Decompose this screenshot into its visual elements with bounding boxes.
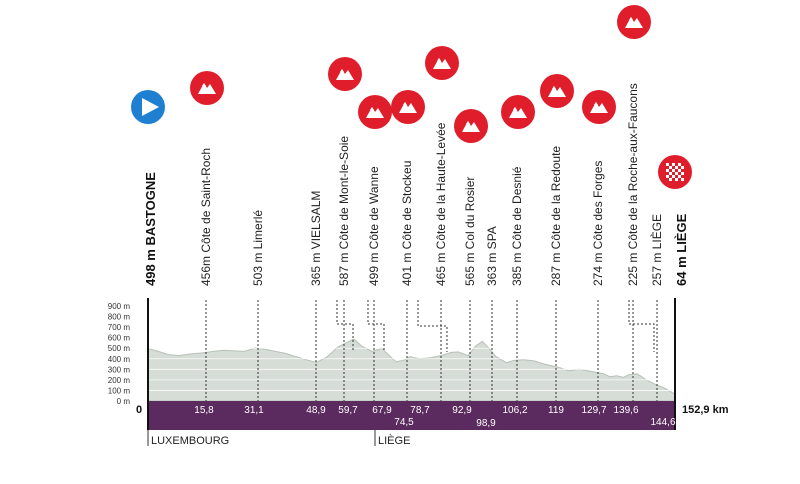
route-point-name: Côte de Stockeu (400, 161, 414, 250)
route-point-label: 587 m Côte de Mont-le-Soie (337, 136, 351, 286)
start-km-label: 0 (136, 404, 142, 416)
y-tick-label: 200 m (108, 376, 131, 385)
km-marker-label: 119 (548, 405, 564, 416)
climb-bracket (417, 300, 448, 352)
route-markers: 498 m BASTOGNE 456m Côte de Saint-Roch 15,… (131, 5, 692, 429)
km-marker-label: 74,5 (394, 417, 414, 428)
route-point-label: 456m Côte de Saint-Roch (199, 148, 213, 286)
climb-mountain-icon (540, 74, 574, 108)
route-point-name: Côte de Wanne (367, 166, 381, 249)
start-play-icon (131, 90, 165, 124)
route-point-elevation: 401 m (400, 249, 414, 286)
route-point-label: 225 m Côte de la Roche-aux-Faucons (626, 83, 640, 286)
climb-mountain-icon (358, 95, 392, 129)
km-marker-label: 67,9 (372, 405, 392, 416)
km-marker-label: 139,6 (613, 405, 638, 416)
climb-mountain-icon (425, 46, 459, 80)
distance-band (148, 401, 675, 430)
route-point-label: 465 m Côte de la Haute-Levée (434, 122, 448, 286)
route-point-name: Côte de Saint-Roch (199, 148, 213, 253)
route-point-elevation: 565 m (463, 249, 477, 286)
route-point-label: 363 m SPA (485, 226, 499, 286)
route-point-label: 365 m VIELSALM (309, 191, 323, 286)
km-marker-label: 31,1 (244, 405, 264, 416)
route-point-label: 401 m Côte de Stockeu (400, 161, 414, 286)
route-point-label: 64 m LIÈGE (674, 213, 689, 286)
route-point-label: 287 m Côte de la Redoute (549, 146, 563, 286)
route-point-elevation: 287 m (549, 249, 563, 286)
route-point-name: Côte de la Redoute (549, 146, 563, 250)
climb-mountain-icon (454, 109, 488, 143)
y-tick-label: 300 m (108, 365, 131, 374)
route-point-name: Limerlé (251, 210, 265, 250)
route-point-name: Côte de la Roche-aux-Faucons (626, 83, 640, 249)
route-point-elevation: 274 m (591, 249, 605, 286)
elevation-area (147, 338, 676, 402)
route-point-name: Col du Rosier (463, 177, 477, 250)
route-point-elevation: 225 m (626, 249, 640, 286)
km-marker-label: 78,7 (410, 405, 430, 416)
route-point-elevation: 498 m (143, 246, 158, 286)
route-point-name: Côte de la Haute-Levée (434, 122, 448, 249)
route-point-name: VIELSALM (309, 191, 323, 250)
route-point-elevation: 365 m (309, 249, 323, 286)
km-marker-label: 92,9 (452, 405, 472, 416)
route-point-elevation: 385 m (510, 249, 524, 286)
route-point-label: 499 m Côte de Wanne (367, 166, 381, 286)
climb-mountain-icon (501, 95, 535, 129)
total-distance-label: 152,9 km (682, 404, 729, 416)
elevation-gridlines (148, 305, 675, 391)
route-point-name: Côte de Desnié (510, 166, 524, 249)
route-point-label: 503 m Limerlé (251, 210, 265, 286)
km-marker-label: 144,6 (650, 417, 675, 428)
km-marker-label: 106,2 (502, 405, 527, 416)
route-point-elevation: 456m (199, 253, 213, 286)
km-marker-label: 59,7 (338, 405, 358, 416)
elevation-profile (147, 338, 676, 402)
route-point-name: Côte des Forges (591, 161, 605, 250)
y-tick-label: 900 m (108, 302, 131, 311)
route-point-name: Côte de Mont-le-Soie (337, 136, 351, 250)
y-tick-label: 0 m (117, 397, 131, 406)
route-point-elevation: 503 m (251, 249, 265, 286)
climb-bracket (628, 300, 655, 352)
climb-mountain-icon (391, 90, 425, 124)
y-tick-label: 100 m (108, 386, 131, 395)
route-point-label: 274 m Côte des Forges (591, 161, 605, 286)
climb-bracket (367, 300, 385, 352)
route-point-elevation: 499 m (367, 249, 381, 286)
climb-mountain-icon (582, 90, 616, 124)
route-point-label: 565 m Col du Rosier (463, 177, 477, 286)
km-marker-label: 98,9 (476, 418, 496, 429)
climb-mountain-icon (617, 5, 651, 39)
route-point-elevation: 257 m (650, 249, 664, 286)
route-point-elevation: 587 m (337, 249, 351, 286)
route-point-name: BASTOGNE (143, 172, 158, 246)
km-marker-label: 15,8 (194, 405, 214, 416)
y-tick-label: 700 m (108, 323, 131, 332)
route-point-elevation: 64 m (674, 253, 689, 286)
route-point-label: 257 m LIÈGE (649, 214, 664, 286)
km-marker-label: 48,9 (306, 405, 326, 416)
route-point-elevation: 465 m (434, 249, 448, 286)
route-point-elevation: 363 m (485, 249, 499, 286)
route-point-name: LIÈGE (674, 213, 689, 252)
climb-mountain-icon (328, 57, 362, 91)
y-tick-label: 800 m (108, 313, 131, 322)
y-tick-label: 600 m (108, 334, 131, 343)
region-label-liege: LIÈGE (378, 434, 410, 447)
route-point-label: 385 m Côte de Desnié (510, 166, 524, 286)
climb-mountain-icon (190, 71, 224, 105)
finish-flag-icon (658, 155, 692, 189)
route-point-label: 498 m BASTOGNE (143, 172, 158, 286)
route-point-name: LIÈGE (649, 214, 664, 249)
km-marker-label: 129,7 (581, 405, 606, 416)
y-tick-label: 400 m (108, 355, 131, 364)
route-point-name: SPA (485, 226, 499, 249)
region-label-luxembourg: LUXEMBOURG (151, 435, 229, 447)
climb-bracket (336, 300, 354, 352)
y-tick-label: 500 m (108, 344, 131, 353)
